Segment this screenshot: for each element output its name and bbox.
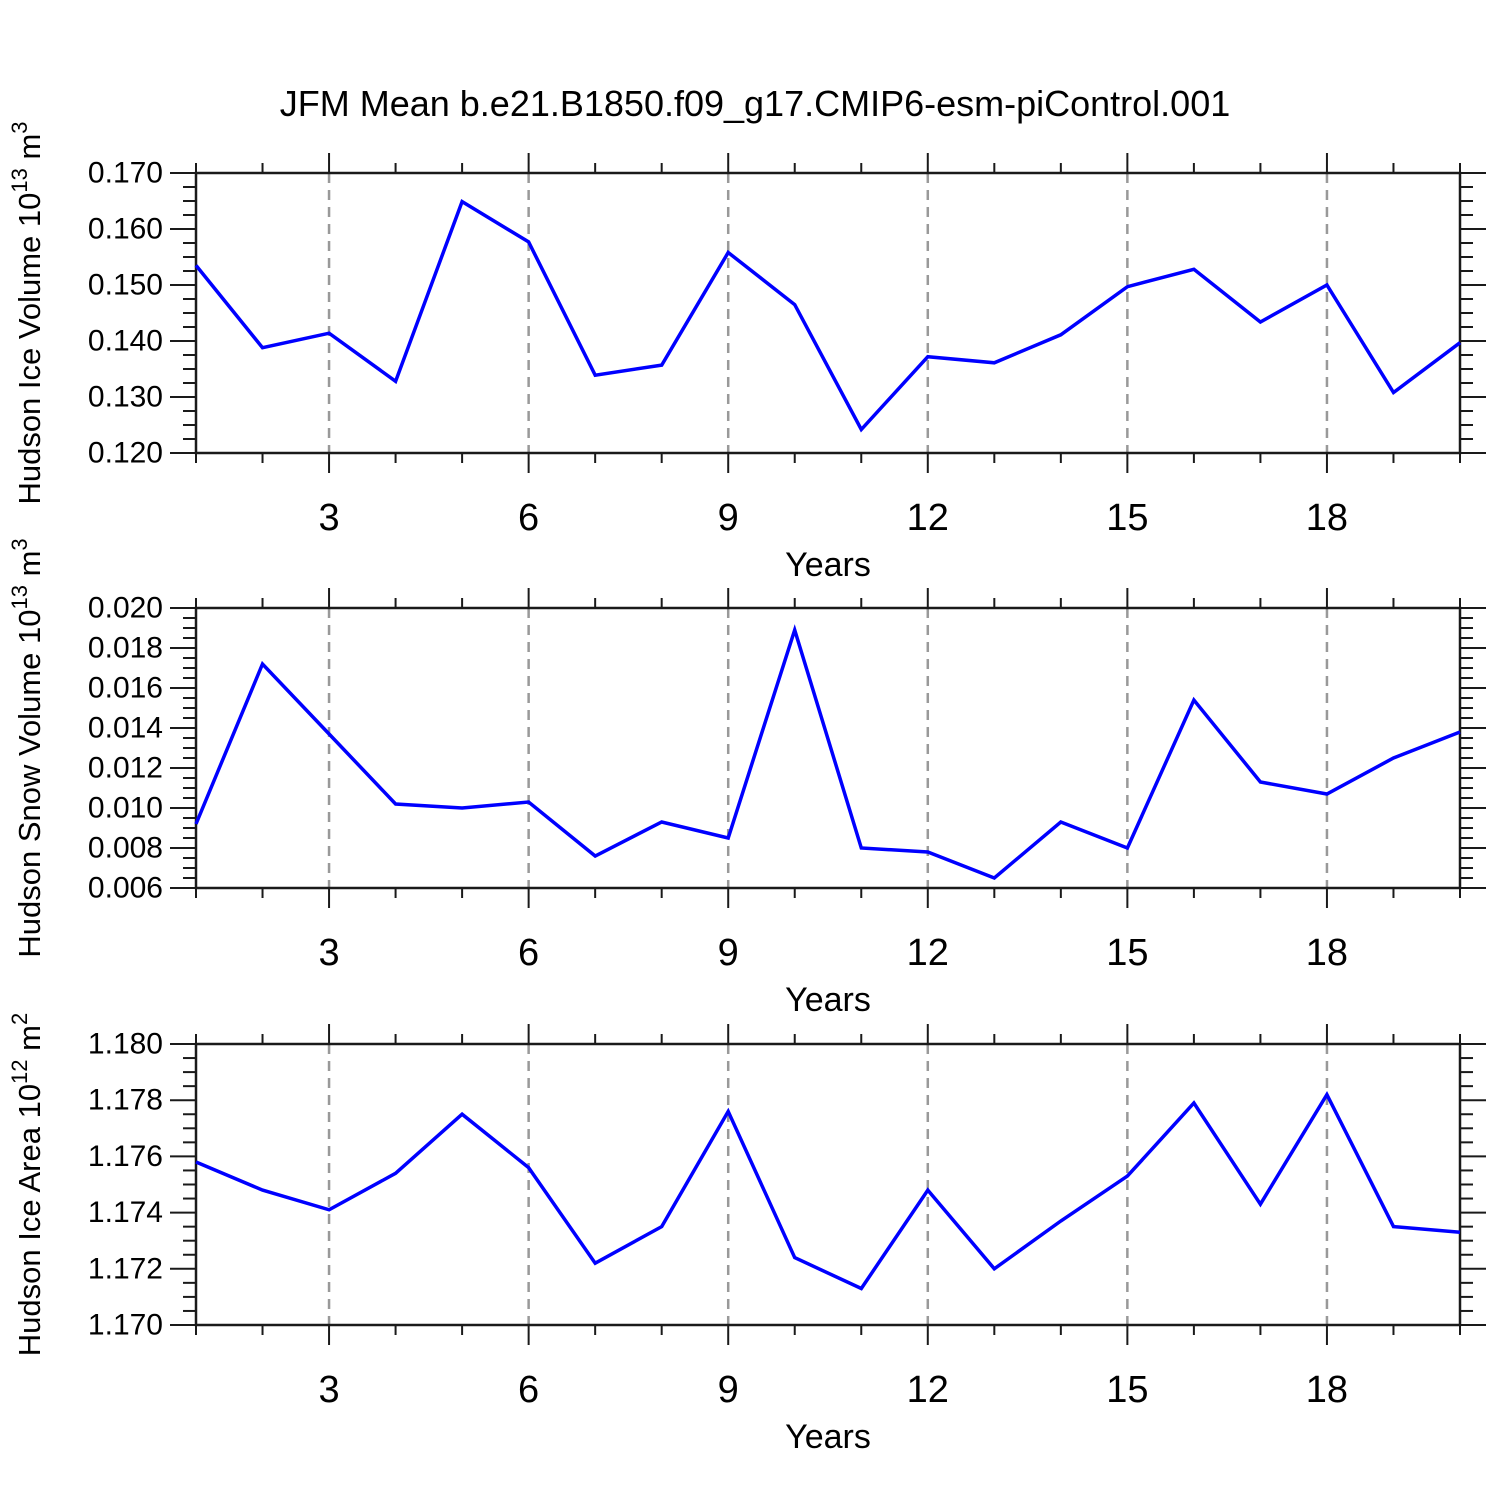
y-tick-label: 1.174 (88, 1196, 163, 1229)
y-tick-label: 0.120 (88, 437, 163, 470)
y-tick-label: 1.180 (88, 1028, 163, 1061)
y-tick-label: 0.008 (88, 832, 163, 865)
y-tick-label: 1.170 (88, 1309, 163, 1342)
x-axis-title: Years (785, 546, 871, 584)
y-tick-label: 0.016 (88, 672, 163, 705)
y-tick-label: 0.014 (88, 712, 163, 745)
x-axis-title: Years (785, 981, 871, 1019)
plot-frame (194, 1042, 1462, 1327)
panel-hudson-ice-area: 1.170 1.172 1.174 1.176 1.178 1.180 3 6 9 12 15 18 Y… (7, 1013, 1486, 1456)
x-tick-label: 9 (718, 932, 739, 974)
y-tick-label: 0.140 (88, 325, 163, 358)
x-tick-label: 6 (518, 932, 539, 974)
plot-frame (194, 171, 1462, 455)
x-tick-label: 18 (1306, 1369, 1348, 1411)
y-tick-label: 0.130 (88, 381, 163, 414)
y-tick-label: 0.160 (88, 213, 163, 246)
x-tick-label: 15 (1106, 497, 1148, 539)
x-tick-label: 15 (1106, 932, 1148, 974)
y-tick-label: 0.010 (88, 792, 163, 825)
panel-hudson-ice-volume: 0.120 0.130 0.140 0.150 0.160 0.170 3 6 9 12 15 18 Y… (7, 121, 1486, 584)
y-axis-title: Hudson Snow Volume 1013 m3 (7, 538, 47, 957)
x-tick-label: 3 (318, 1369, 339, 1411)
plot-frame (194, 606, 1462, 890)
x-tick-label: 18 (1306, 497, 1348, 539)
x-tick-label: 3 (318, 932, 339, 974)
x-tick-label: 3 (318, 497, 339, 539)
y-tick-label: 1.178 (88, 1084, 163, 1117)
y-tick-label: 0.006 (88, 872, 163, 905)
line-series-hudson-ice-volume (194, 199, 1462, 433)
x-tick-label: 12 (907, 932, 949, 974)
y-axis-title: Hudson Ice Area 1012 m2 (7, 1013, 47, 1356)
x-axis-title: Years (785, 1418, 871, 1456)
x-tick-label: 6 (518, 1369, 539, 1411)
y-tick-label: 1.176 (88, 1140, 163, 1173)
line-series-hudson-ice-area (195, 1090, 1461, 1291)
y-tick-label: 0.018 (88, 632, 163, 665)
y-tick-label: 0.170 (88, 157, 163, 190)
x-tick-label: 15 (1106, 1369, 1148, 1411)
x-tick-label: 9 (718, 497, 739, 539)
x-tick-label: 6 (518, 497, 539, 539)
x-tick-label: 12 (907, 497, 949, 539)
y-axis-title: Hudson Ice Volume 1013 m3 (7, 121, 47, 504)
x-tick-label: 9 (718, 1369, 739, 1411)
line-series-hudson-snow-volume (194, 624, 1461, 881)
y-tick-label: 0.020 (88, 592, 163, 625)
x-tick-label: 18 (1306, 932, 1348, 974)
chart-title: JFM Mean b.e21.B1850.f09_g17.CMIP6-esm-p… (279, 83, 1231, 124)
y-tick-label: 1.172 (88, 1252, 163, 1285)
x-tick-label: 12 (907, 1369, 949, 1411)
panel-hudson-snow-volume: 0.006 0.008 0.010 0.012 0.014 0.016 0.018 0.020… (7, 538, 1486, 1019)
y-tick-label: 0.150 (88, 269, 163, 302)
y-tick-label: 0.012 (88, 752, 163, 785)
